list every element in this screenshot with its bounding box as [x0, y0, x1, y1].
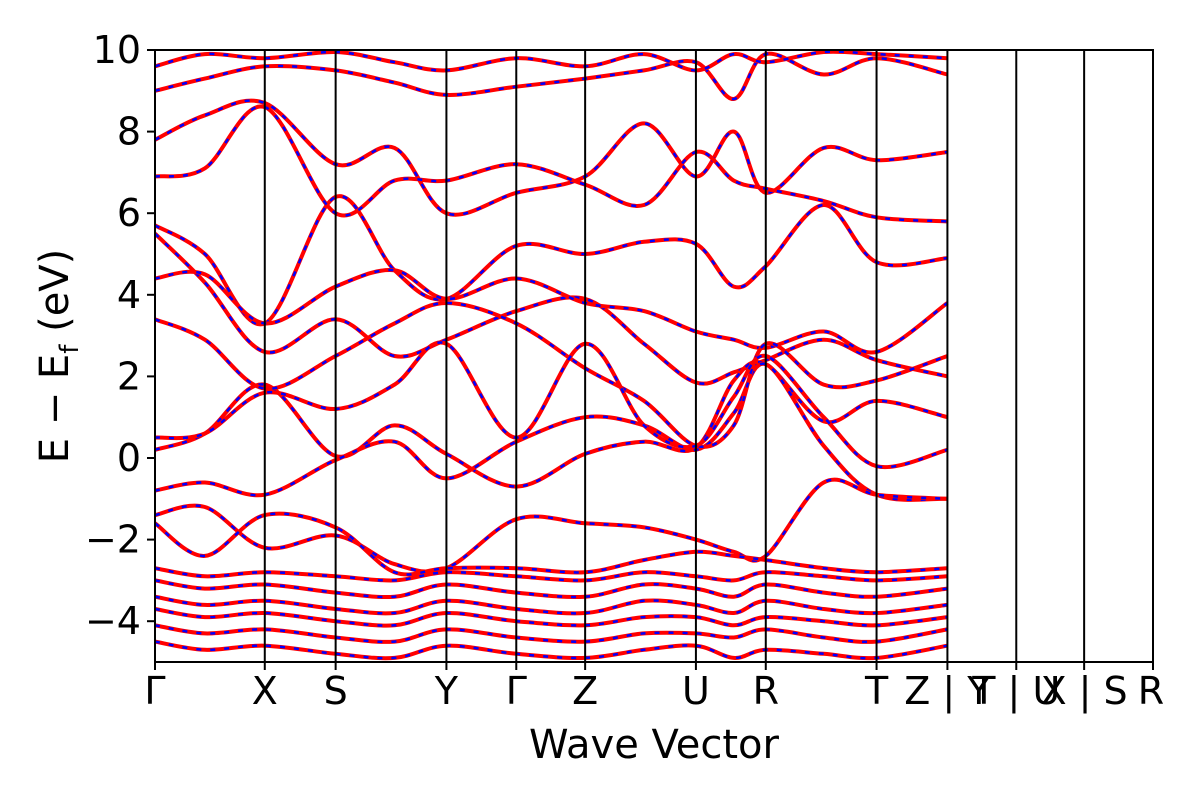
- y-tick-label: −4: [85, 599, 141, 643]
- band-line-3-dashed: [155, 360, 948, 488]
- band-line-11: [155, 623, 948, 644]
- band-line-6-dashed: [155, 512, 948, 576]
- x-tick-label: Z: [572, 669, 598, 713]
- y-tick-label: 0: [117, 436, 141, 480]
- band-line-12: [155, 639, 948, 661]
- y-axis-ticks: −4 −2 0 2 4 6 8 10: [85, 28, 155, 643]
- band-line-6: [155, 511, 948, 577]
- plot-frame: [154, 49, 1154, 663]
- band-line-7-dashed: [155, 566, 948, 582]
- y-axis-title-main: E − E: [32, 354, 78, 464]
- band-line-4-dashed: [155, 362, 948, 502]
- x-tick-label: T: [864, 669, 889, 713]
- x-tick-label: R: [1138, 669, 1164, 713]
- y-tick-label: 10: [93, 28, 141, 72]
- x-tick-label: Γ: [144, 669, 165, 713]
- band-line-19-dashed: [155, 341, 948, 469]
- band-line-2: [155, 232, 948, 386]
- x-axis-title: Wave Vector: [529, 722, 780, 768]
- band-line-2-dashed: [155, 232, 948, 385]
- y-tick-label: 6: [117, 191, 141, 235]
- band-lines: [155, 50, 949, 661]
- band-line-13: [155, 98, 948, 217]
- band-line-12-dashed: [155, 640, 948, 660]
- kpoint-dividers: [263, 50, 1086, 662]
- band-line-9: [155, 594, 948, 616]
- band-line-8: [155, 578, 948, 600]
- x-tick-label: Γ: [506, 669, 527, 713]
- x-tick-label: S: [324, 669, 348, 713]
- band-line-1-dashed: [155, 194, 948, 326]
- x-tick-label: R: [753, 669, 779, 713]
- y-tick-label: 4: [117, 273, 141, 317]
- y-axis-title-sub: f: [55, 344, 85, 354]
- x-tick-label: Y: [434, 669, 459, 713]
- band-line-11-dashed: [155, 624, 948, 644]
- band-line-14-dashed: [155, 105, 948, 223]
- x-tick-label: X: [252, 669, 278, 713]
- band-line-10-dashed: [155, 607, 948, 627]
- x-tick-label: Z | Y: [904, 669, 991, 714]
- y-axis-title: E − Ef (eV): [32, 249, 85, 464]
- y-axis-title-unit: (eV): [32, 249, 78, 345]
- band-line-14: [155, 104, 948, 224]
- band-line-17-dashed: [155, 268, 949, 354]
- band-line-1: [155, 194, 948, 327]
- y-tick-label: −2: [85, 518, 141, 562]
- x-tick-label: U: [682, 669, 710, 713]
- y-tick-label: 8: [117, 110, 141, 154]
- band-line-13-dashed: [155, 99, 948, 216]
- y-tick-label: 2: [117, 354, 141, 398]
- x-tick-label: X | S: [1041, 669, 1128, 714]
- x-tick-label: T | U: [971, 669, 1060, 714]
